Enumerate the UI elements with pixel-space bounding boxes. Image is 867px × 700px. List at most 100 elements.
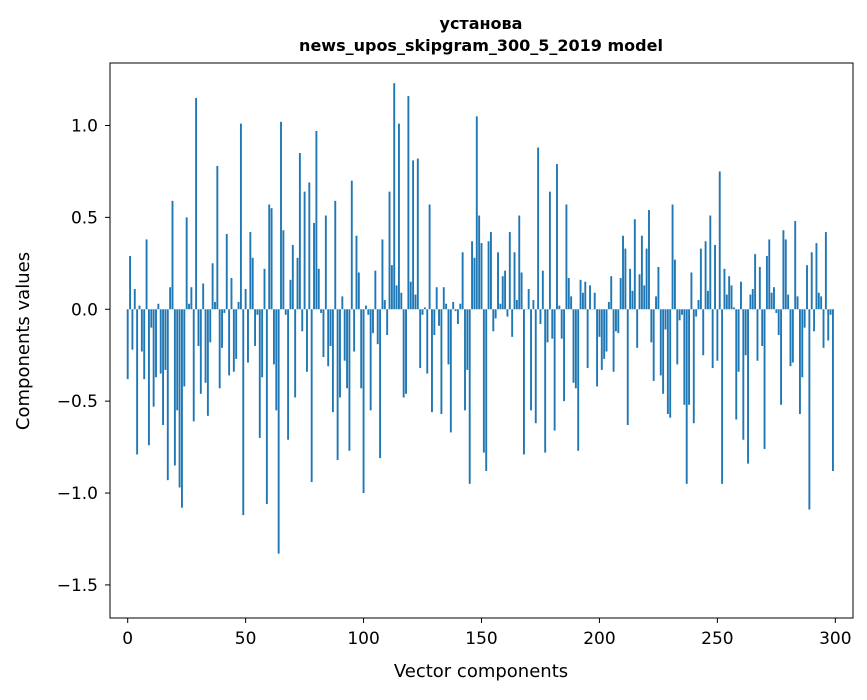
bar-component-110 bbox=[386, 309, 388, 335]
bar-component-32 bbox=[202, 284, 204, 310]
bar-component-232 bbox=[674, 260, 676, 310]
bar-component-47 bbox=[238, 302, 240, 309]
bar-component-40 bbox=[221, 309, 223, 348]
bar-component-144 bbox=[466, 309, 468, 370]
bar-component-231 bbox=[672, 205, 674, 310]
bar-component-164 bbox=[514, 252, 516, 309]
bar-component-283 bbox=[794, 221, 796, 309]
bar-component-16 bbox=[164, 309, 166, 370]
bar-component-101 bbox=[365, 306, 367, 310]
bar-component-24 bbox=[183, 309, 185, 386]
bar-component-125 bbox=[422, 309, 424, 315]
x-tick-label-0: 0 bbox=[122, 629, 133, 649]
bar-component-103 bbox=[370, 309, 372, 410]
bar-component-285 bbox=[799, 309, 801, 414]
bar-component-106 bbox=[377, 309, 379, 344]
bar-component-259 bbox=[738, 309, 740, 371]
bar-component-135 bbox=[445, 304, 447, 310]
bar-component-196 bbox=[589, 285, 591, 309]
bar-component-267 bbox=[757, 309, 759, 360]
bar-component-178 bbox=[547, 309, 549, 342]
bar-component-130 bbox=[433, 309, 435, 335]
bar-component-27 bbox=[190, 287, 192, 309]
bar-component-114 bbox=[396, 285, 398, 309]
bar-component-186 bbox=[565, 205, 567, 310]
bar-component-238 bbox=[688, 309, 690, 405]
bar-component-147 bbox=[473, 258, 475, 309]
bar-component-192 bbox=[580, 280, 582, 309]
bar-component-60 bbox=[268, 205, 270, 310]
bar-component-15 bbox=[162, 309, 164, 425]
bar-component-292 bbox=[816, 243, 818, 309]
bar-component-21 bbox=[176, 309, 178, 410]
bar-component-156 bbox=[495, 309, 497, 318]
bar-component-162 bbox=[509, 232, 511, 309]
bar-component-136 bbox=[448, 309, 450, 364]
bar-component-274 bbox=[773, 287, 775, 309]
bar-component-77 bbox=[308, 182, 310, 309]
bar-component-43 bbox=[228, 309, 230, 375]
bar-component-176 bbox=[542, 271, 544, 310]
bar-component-174 bbox=[537, 148, 539, 310]
bar-component-105 bbox=[374, 271, 376, 310]
bar-component-89 bbox=[337, 309, 339, 460]
bar-component-289 bbox=[808, 309, 810, 509]
bar-component-97 bbox=[356, 236, 358, 310]
bar-component-163 bbox=[511, 309, 513, 337]
bar-component-4 bbox=[136, 309, 138, 454]
bar-component-276 bbox=[778, 309, 780, 335]
bar-component-13 bbox=[157, 304, 159, 310]
bar-component-33 bbox=[205, 309, 207, 383]
bar-component-278 bbox=[782, 230, 784, 309]
bar-component-22 bbox=[179, 309, 181, 487]
y-tick-label-4: 0.5 bbox=[71, 208, 98, 228]
bar-component-184 bbox=[561, 309, 563, 338]
bar-component-20 bbox=[174, 309, 176, 465]
bar-component-52 bbox=[249, 232, 251, 309]
bar-component-265 bbox=[752, 289, 754, 309]
chart-title-line-1: установа bbox=[440, 14, 523, 33]
bar-component-122 bbox=[415, 295, 417, 310]
bar-component-256 bbox=[731, 285, 733, 309]
bar-component-92 bbox=[344, 309, 346, 360]
bar-component-247 bbox=[709, 216, 711, 310]
bar-component-57 bbox=[261, 309, 263, 377]
bar-component-152 bbox=[485, 309, 487, 471]
bar-component-141 bbox=[459, 304, 461, 310]
bar-component-291 bbox=[813, 309, 815, 331]
bar-component-229 bbox=[667, 309, 669, 414]
bar-component-253 bbox=[724, 269, 726, 309]
bar-component-293 bbox=[818, 293, 820, 310]
bar-component-201 bbox=[601, 309, 603, 370]
bar-component-250 bbox=[716, 309, 718, 360]
bar-component-295 bbox=[823, 309, 825, 348]
bar-component-200 bbox=[598, 309, 600, 337]
bar-component-294 bbox=[820, 296, 822, 309]
bar-component-64 bbox=[278, 309, 280, 553]
bar-component-138 bbox=[452, 302, 454, 309]
bar-component-272 bbox=[768, 239, 770, 309]
bar-component-242 bbox=[698, 300, 700, 309]
y-tick-label-0: −1.5 bbox=[57, 576, 98, 596]
bar-component-198 bbox=[594, 293, 596, 310]
bar-component-75 bbox=[304, 192, 306, 310]
bar-component-143 bbox=[464, 309, 466, 410]
bar-component-95 bbox=[351, 181, 353, 310]
bar-component-2 bbox=[131, 309, 133, 349]
bar-component-248 bbox=[712, 309, 714, 368]
bar-component-119 bbox=[407, 96, 409, 309]
bar-component-28 bbox=[193, 309, 195, 421]
bar-component-68 bbox=[287, 309, 289, 439]
bar-component-275 bbox=[775, 309, 777, 313]
bar-component-175 bbox=[540, 309, 542, 324]
bar-component-158 bbox=[499, 304, 501, 310]
bar-component-290 bbox=[811, 252, 813, 309]
bar-component-38 bbox=[216, 166, 218, 309]
bar-component-85 bbox=[327, 309, 329, 366]
bar-component-9 bbox=[148, 309, 150, 445]
bar-component-42 bbox=[226, 234, 228, 309]
bar-component-53 bbox=[252, 258, 254, 309]
bar-component-282 bbox=[792, 309, 794, 362]
bar-component-215 bbox=[634, 219, 636, 309]
